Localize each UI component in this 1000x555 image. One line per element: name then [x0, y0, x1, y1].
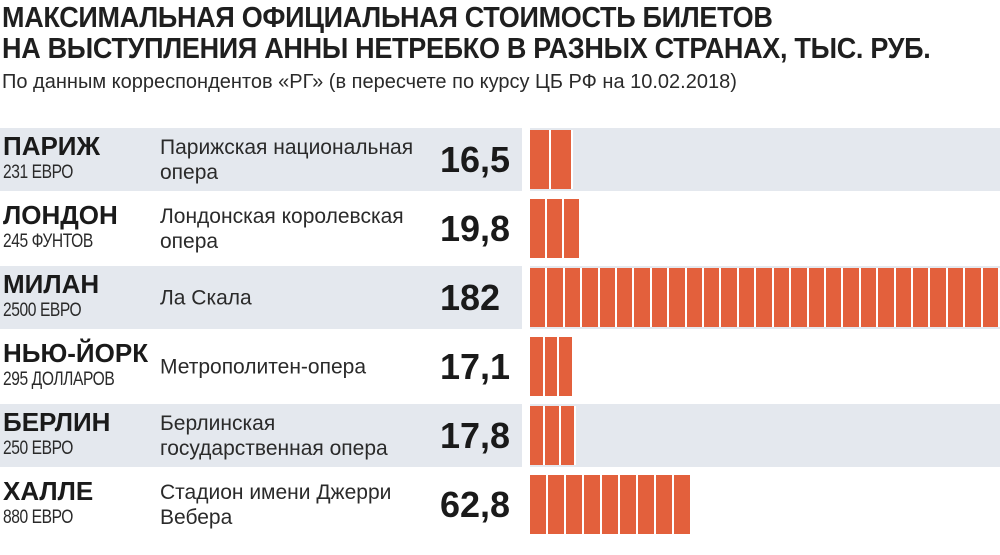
chart-header: МАКСИМАЛЬНАЯ ОФИЦИАЛЬНАЯ СТОИМОСТЬ БИЛЕТ… — [2, 2, 998, 94]
bar-segment — [721, 268, 739, 327]
bar — [530, 475, 693, 534]
bar-segment — [738, 268, 757, 327]
bar-segment — [530, 406, 546, 465]
bar-segment — [791, 268, 809, 327]
bar-segment — [808, 268, 826, 327]
bar-segment — [560, 406, 576, 465]
bar — [530, 406, 576, 465]
bar — [530, 130, 573, 189]
value-label: 17,1 — [440, 346, 511, 387]
bar-segment — [582, 268, 600, 327]
bar-segment — [547, 199, 565, 258]
bar-segment — [860, 268, 879, 327]
bar-segment — [566, 475, 585, 534]
value-label: 17,8 — [440, 415, 511, 456]
ticket-price-label: 880 ЕВРО — [3, 507, 73, 528]
bar-segment — [930, 268, 948, 327]
ticket-price-label: 2500 ЕВРО — [3, 300, 82, 321]
bar-segment — [602, 475, 621, 534]
bar-gap — [522, 473, 530, 536]
chart-title-line-2: НА ВЫСТУПЛЕНИЯ АННЫ НЕТРЕБКО В РАЗНЫХ СТ… — [2, 33, 931, 65]
bar-segment — [634, 268, 652, 327]
bar-gap — [522, 128, 530, 191]
bar-segment — [530, 337, 545, 396]
venue-label: Метрополитен-опера — [160, 355, 367, 378]
city-label: МИЛАН — [3, 269, 100, 299]
bar-segment — [551, 130, 573, 189]
venue-label: Парижская национальная опера — [160, 135, 414, 184]
bar-segment — [530, 268, 548, 327]
bar-segment — [895, 268, 913, 327]
bar-segment — [773, 268, 792, 327]
venue-label: Берлинская государственная опера — [160, 411, 388, 460]
bar-segment — [656, 475, 675, 534]
bar-segment — [530, 475, 549, 534]
bar-segment — [843, 268, 861, 327]
chart-row: ПАРИЖ 231 ЕВРО Парижская национальная опер… — [0, 128, 1000, 191]
bar — [530, 199, 582, 258]
ticket-price-label: 245 ФУНТОВ — [3, 231, 93, 252]
bar-segment — [669, 268, 687, 327]
chart-row: БЕРЛИН 250 ЕВРО Берлинская государственная… — [0, 404, 1000, 467]
bar-segment — [564, 268, 583, 327]
bar-segment — [912, 268, 931, 327]
chart-row: МИЛАН 2500 ЕВРО Ла Скала 182 — [0, 266, 1000, 329]
bar-segment — [564, 199, 582, 258]
city-label: ПАРИЖ — [3, 131, 100, 161]
bar-segment — [545, 406, 561, 465]
chart-row: ЛОНДОН 245 ФУНТОВ Лондонская королевская о… — [0, 197, 1000, 260]
bar-gap — [522, 266, 530, 329]
bar-segment — [982, 268, 1000, 327]
bar-gap — [522, 404, 530, 467]
city-label: НЬЮ-ЙОРК — [3, 338, 149, 368]
bar-segment — [548, 475, 567, 534]
venue-label: Стадион имени Джерри Вебера — [160, 480, 392, 529]
bar-segment — [544, 337, 560, 396]
bar-segment — [638, 475, 657, 534]
bar-gap — [522, 197, 530, 260]
bar-segment — [530, 199, 548, 258]
city-label: БЕРЛИН — [3, 407, 111, 437]
bar-segment — [530, 130, 552, 189]
bar-segment — [620, 475, 639, 534]
ticket-price-label: 250 ЕВРО — [3, 438, 73, 459]
value-label: 19,8 — [440, 208, 511, 249]
bar-chart: ПАРИЖ 231 ЕВРО Парижская национальная опер… — [0, 128, 1000, 542]
bar-segment — [584, 475, 603, 534]
bar-segment — [686, 268, 705, 327]
ticket-price-label: 231 ЕВРО — [3, 162, 73, 183]
city-label: ЛОНДОН — [3, 200, 118, 230]
bar-segment — [825, 268, 844, 327]
value-label: 62,8 — [440, 484, 511, 525]
bar-segment — [599, 268, 618, 327]
bar — [530, 268, 1000, 327]
venue-label: Лондонская королевская опера — [160, 204, 404, 253]
bar-segment — [547, 268, 565, 327]
bar-segment — [756, 268, 774, 327]
bar-segment — [947, 268, 966, 327]
bar-segment — [878, 268, 896, 327]
chart-title-line-1: МАКСИМАЛЬНАЯ ОФИЦИАЛЬНАЯ СТОИМОСТЬ БИЛЕТ… — [2, 2, 773, 34]
chart-row: ХАЛЛЕ 880 ЕВРО Стадион имени Джерри Вебера… — [0, 473, 1000, 536]
bar-segment — [674, 475, 693, 534]
bar-segment — [617, 268, 635, 327]
chart-subtitle: По данным корреспондентов «РГ» (в пересч… — [2, 71, 737, 93]
bar-gap — [522, 335, 530, 398]
bar-segment — [559, 337, 575, 396]
bar-segment — [704, 268, 722, 327]
chart-row: НЬЮ-ЙОРК 295 ДОЛЛАРОВ Метрополитен-опера 17… — [0, 335, 1000, 398]
bar — [530, 337, 575, 396]
value-label: 182 — [440, 277, 501, 318]
ticket-price-label: 295 ДОЛЛАРОВ — [3, 369, 115, 390]
value-label: 16,5 — [440, 139, 511, 180]
venue-label: Ла Скала — [160, 286, 252, 309]
bar-segment — [651, 268, 670, 327]
city-label: ХАЛЛЕ — [3, 476, 94, 506]
bar-segment — [965, 268, 983, 327]
